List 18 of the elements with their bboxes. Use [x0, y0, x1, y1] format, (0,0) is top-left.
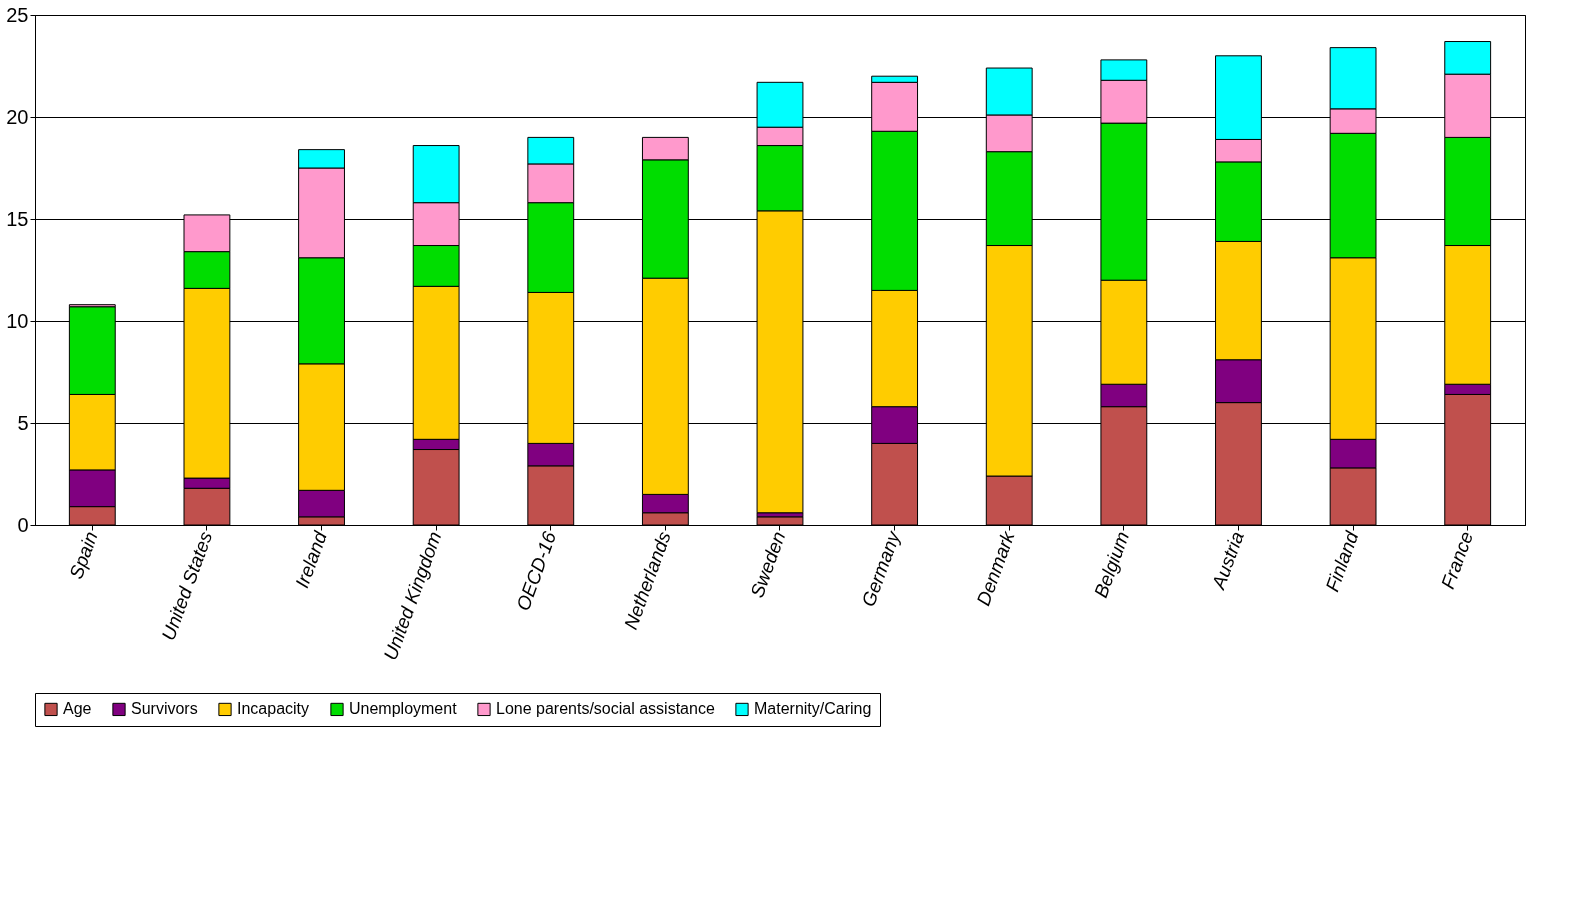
legend-label: Maternity/Caring: [754, 700, 872, 718]
legend-label: Unemployment: [349, 700, 458, 718]
x-tick-label: Finland: [1321, 527, 1363, 595]
x-tick-label: Ireland: [291, 527, 332, 591]
y-tick-label: 15: [6, 207, 29, 230]
y-tick-label: 0: [17, 513, 29, 536]
y-tick-label: 10: [6, 309, 29, 332]
x-tick-label: France: [1437, 528, 1478, 592]
y-tick-label: 20: [6, 105, 29, 128]
x-tick-label: Austria: [1207, 528, 1248, 593]
legend-label: Lone parents/social assistance: [496, 700, 715, 718]
y-tick-label: 25: [6, 3, 29, 26]
legend-label: Incapacity: [237, 700, 310, 718]
x-tick-label: United States: [157, 528, 217, 644]
y-tick-label: 5: [17, 411, 29, 434]
legend-label: Survivors: [131, 700, 198, 718]
x-tick-label: Spain: [65, 528, 102, 582]
legend-label: Age: [63, 700, 92, 718]
